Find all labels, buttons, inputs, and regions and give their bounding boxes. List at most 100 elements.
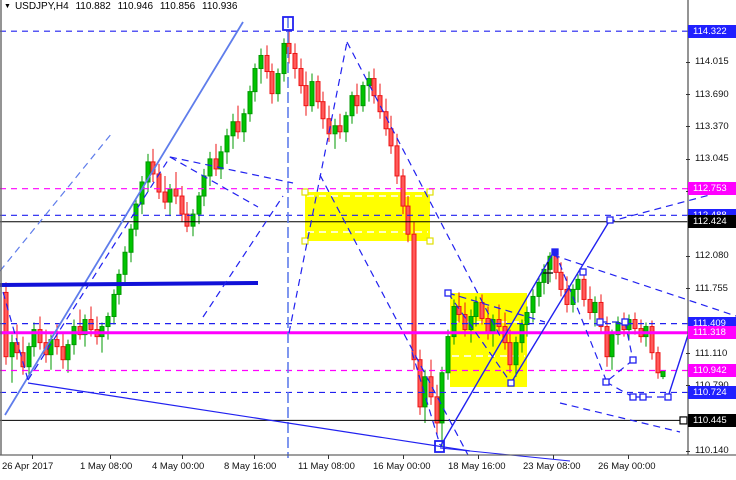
candle-bull [349, 95, 355, 117]
trendline [605, 381, 634, 398]
candle-bull [575, 278, 581, 290]
candle-bull [530, 295, 536, 313]
candle-bear [649, 326, 655, 354]
candle-bull [275, 73, 281, 95]
candle-bull [31, 329, 37, 348]
trendline [605, 359, 634, 383]
candle-bull [207, 158, 213, 177]
candle-bull [439, 372, 445, 424]
trendline [346, 41, 501, 337]
candle-bear [3, 291, 9, 358]
level-end-handle [679, 416, 688, 425]
candle-bear [553, 255, 559, 273]
candle-bear [298, 68, 304, 87]
price-badge: 111.318 [688, 326, 736, 340]
y-axis-tick-mark [686, 255, 690, 257]
candle-bull [513, 342, 519, 366]
x-axis-tick-mark [32, 455, 33, 459]
candle-bull [145, 161, 151, 183]
x-axis-tick-mark [254, 455, 255, 459]
candle-bull [360, 85, 366, 107]
candle-bull [332, 125, 338, 135]
candle-bear [558, 271, 564, 290]
zigzag-node [596, 318, 604, 326]
y-axis-tick: 110.140 [695, 445, 729, 457]
x-axis-label: 11 May 08:00 [298, 461, 355, 472]
zigzag-node [551, 248, 559, 256]
candle-bear [462, 314, 468, 331]
candle-bear [598, 301, 604, 328]
candle-bull [230, 121, 236, 137]
trendline [667, 334, 689, 398]
candle-bull [82, 319, 88, 336]
x-axis-tick-mark [628, 455, 629, 459]
candle-bear [604, 326, 610, 358]
y-axis-tick: 113.370 [695, 120, 729, 132]
candle-bear [60, 346, 66, 361]
candle-bear [264, 54, 270, 73]
trendline [439, 252, 554, 448]
x-axis-label: 18 May 16:00 [448, 461, 506, 472]
candle-bear [417, 359, 423, 408]
candle-bull [190, 213, 196, 227]
candle-bear [320, 101, 326, 120]
trendline [2, 291, 29, 381]
x-axis-label: 16 May 00:00 [373, 461, 431, 472]
candle-bull [111, 293, 117, 318]
candle-bear [655, 352, 661, 374]
trendline [4, 21, 244, 416]
candle-bull [241, 113, 247, 133]
zone-handle [426, 237, 434, 245]
x-axis-label: 23 May 08:00 [523, 461, 581, 472]
trendline [447, 292, 512, 384]
candle-bear [286, 42, 292, 54]
candle-bull [451, 305, 457, 338]
candle-bull [128, 228, 134, 253]
candle-bear [411, 233, 417, 361]
candle-bear [354, 95, 360, 107]
ohlc-low: 110.856 [159, 1, 196, 12]
y-axis-tick: 110.790 [695, 380, 729, 392]
trendline [624, 321, 634, 361]
time-axis[interactable]: 26 Apr 2017 1 May 08:00 4 May 00:00 8 May 1… [0, 455, 736, 480]
candle-bull [609, 334, 615, 358]
candle-bull [247, 91, 253, 115]
trendline [27, 156, 171, 381]
candle-bull [258, 54, 264, 70]
trendline [319, 174, 469, 456]
x-axis-tick-mark [328, 455, 329, 459]
y-axis-tick: 111.110 [695, 347, 728, 359]
price-axis[interactable]: 114.015113.690113.370113.045112.725112.0… [686, 0, 736, 457]
candle-bear [632, 319, 638, 330]
ohlc-close: 110.936 [202, 1, 238, 12]
x-axis-tick-mark [182, 455, 183, 459]
trendline [0, 132, 113, 272]
candle-bear [54, 339, 60, 348]
y-axis-tick-mark [686, 61, 690, 63]
zigzag-node [629, 393, 637, 401]
price-badge: 110.724 [688, 385, 736, 399]
candle-bull [281, 42, 287, 75]
candle-bull [218, 151, 224, 170]
chart-title: ▼ USDJPY,H4 110.882 110.946 110.856 110.9… [4, 1, 241, 12]
candle-bear [173, 188, 179, 197]
candle-bear [405, 205, 411, 235]
trendline [559, 402, 681, 433]
candle-bear [371, 78, 377, 97]
trendline [169, 156, 259, 208]
x-axis-tick-mark [553, 455, 554, 459]
ohlc-high: 110.946 [117, 1, 154, 12]
zigzag-node [664, 393, 672, 401]
y-axis-tick-mark [686, 158, 690, 160]
candle-bull [524, 311, 530, 326]
trendline [447, 292, 546, 323]
candle-bear [507, 342, 513, 366]
candle-bear [213, 158, 219, 170]
candle-bull [343, 115, 349, 133]
x-axis-tick-mark [403, 455, 404, 459]
candle-bear [337, 125, 343, 133]
zone-handle [301, 237, 309, 245]
trendline [288, 41, 348, 334]
